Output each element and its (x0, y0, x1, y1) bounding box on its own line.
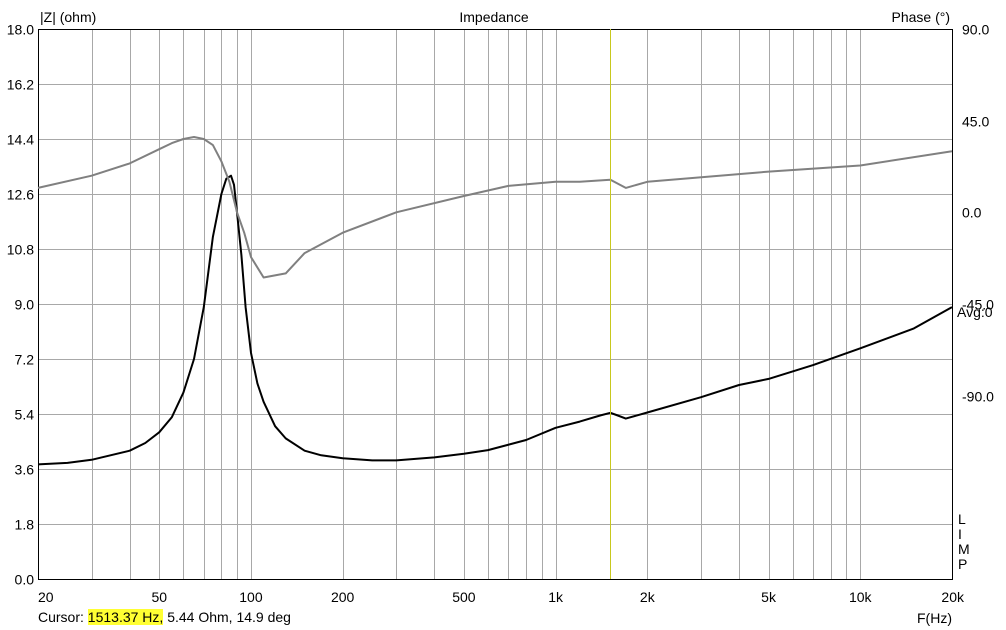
cursor-values: 5.44 Ohm, 14.9 deg (167, 609, 291, 625)
y-axis-label: |Z| (ohm) (40, 9, 96, 25)
grid-lines (38, 29, 952, 579)
phase-series-line (37, 136, 953, 279)
lim-label-i: I (958, 526, 962, 542)
avg-label: Avg:0 (957, 304, 993, 320)
cursor-readout: Cursor: 1513.37 Hz, 5.44 Ohm, 14.9 deg (38, 609, 291, 625)
y-right-tick-label: -45.0 (962, 297, 994, 313)
x-tick-label: 20 (38, 589, 54, 605)
x-tick-label: 50 (151, 589, 167, 605)
y-axis-right-label: Phase (°) (891, 9, 950, 25)
y-tick-label: 0.0 (15, 572, 35, 588)
y-right-tick-label: -90.0 (962, 389, 994, 405)
lim-label-p: P (958, 556, 967, 572)
chart-title: Impedance (459, 9, 528, 25)
lim-label-l: L (958, 511, 966, 527)
y-tick-label: 12.6 (7, 187, 34, 203)
y-right-tick-label: 0.0 (962, 205, 982, 221)
x-tick-label: 200 (331, 589, 355, 605)
y-tick-label: 10.8 (7, 242, 34, 258)
x-tick-label: 2k (640, 589, 656, 605)
plot-frame (38, 29, 953, 580)
cursor-prefix: Cursor: (38, 609, 84, 625)
x-axis-label: F(Hz) (917, 610, 952, 626)
y-right-tick-label: 45.0 (962, 114, 989, 130)
y-tick-label: 9.0 (15, 297, 35, 313)
y-tick-label: 16.2 (7, 77, 34, 93)
y-tick-label: 7.2 (15, 352, 35, 368)
x-tick-label: 500 (452, 589, 476, 605)
y-tick-label: 3.6 (15, 462, 35, 478)
cursor-frequency: 1513.37 Hz, (87, 609, 164, 625)
y-right-tick-label: 90.0 (962, 22, 989, 38)
x-tick-label: 100 (239, 589, 263, 605)
x-tick-label: 5k (761, 589, 777, 605)
impedance-series-line (37, 174, 953, 466)
x-tick-label: 20k (941, 589, 965, 605)
y-tick-label: 5.4 (15, 407, 35, 423)
lim-label-m: M (958, 541, 970, 557)
y-tick-label: 1.8 (15, 517, 35, 533)
y-tick-label: 14.4 (7, 132, 34, 148)
y-tick-label: 18.0 (7, 22, 34, 38)
x-tick-label: 1k (548, 589, 564, 605)
x-tick-label: 10k (849, 589, 873, 605)
